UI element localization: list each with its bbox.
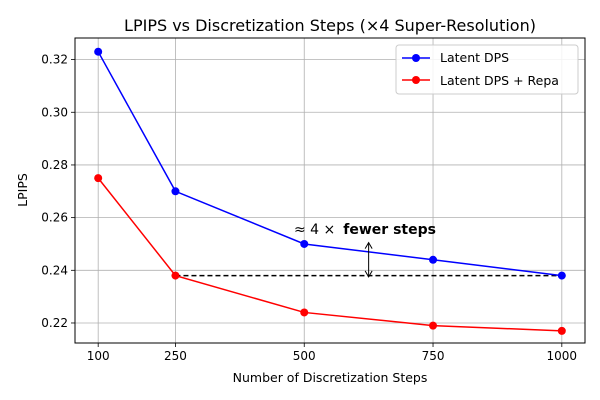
y-tick-label-1: 0.24: [41, 263, 68, 277]
legend-marker-latent-dps-repa: [412, 76, 420, 84]
axis-ticks: 100 250 500 750 1000 0.22 0.24 0.26 0.28 0.30 0.32: [41, 53, 577, 363]
legend: Latent DPS Latent DPS + Repa: [395, 44, 579, 95]
x-tick-label-100: 100: [87, 349, 110, 363]
y-tick-label-3: 0.28: [41, 158, 68, 172]
annotation: ≈ 4 × fewer steps: [294, 222, 436, 278]
annotation-prefix: ≈ 4 ×: [294, 222, 335, 238]
x-tick-label-250: 250: [164, 349, 187, 363]
data-point-s0-100: [94, 47, 103, 56]
y-tick-label-2: 0.26: [41, 211, 68, 225]
x-axis-label: Number of Discretization Steps: [233, 370, 428, 385]
y-tick-label-4: 0.30: [41, 105, 68, 119]
legend-label-latent-dps: Latent DPS: [440, 50, 509, 65]
series-group: [94, 47, 566, 335]
data-point-s1-750: [429, 321, 438, 330]
annotation-arrow-head-top: [364, 241, 373, 249]
data-point-s0-1000: [557, 271, 566, 280]
x-tick-label-1000: 1000: [547, 349, 578, 363]
legend-marker-latent-dps: [412, 54, 420, 62]
x-tick-label-500: 500: [293, 349, 316, 363]
chart-title: LPIPS vs Discretization Steps (×4 Super-…: [124, 16, 536, 35]
annotation-label: ≈ 4 × fewer steps: [294, 222, 436, 238]
data-point-s1-100: [94, 174, 103, 183]
y-tick-label-5: 0.32: [41, 53, 68, 67]
legend-box: [395, 44, 579, 95]
annotation-bold-text: fewer steps: [343, 222, 436, 238]
x-tick-label-750: 750: [422, 349, 445, 363]
data-point-s0-500: [300, 239, 309, 248]
legend-label-latent-dps-repa: Latent DPS + Repa: [440, 73, 559, 88]
y-axis-label: LPIPS: [15, 173, 30, 207]
data-point-s1-500: [300, 308, 309, 317]
plot-frame: [74, 37, 586, 344]
data-point-s0-250: [171, 187, 180, 196]
data-point-s0-750: [429, 255, 438, 264]
data-point-s1-1000: [557, 326, 566, 335]
data-point-s1-250: [171, 271, 180, 280]
annotation-arrow-head-bottom: [364, 270, 373, 278]
y-tick-label-0: 0.22: [41, 316, 68, 330]
